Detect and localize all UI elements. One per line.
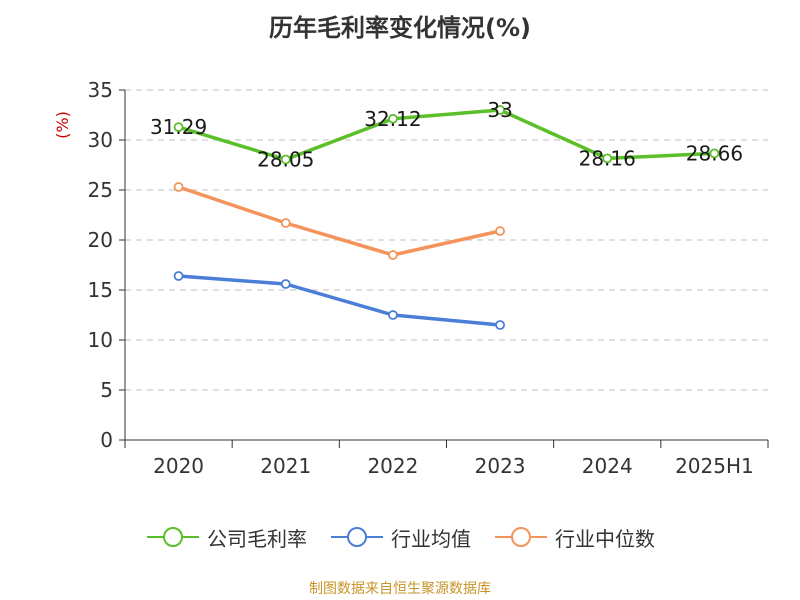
data-label: 32.12 [364, 107, 421, 131]
x-tick-label: 2021 [260, 454, 311, 478]
data-point [280, 279, 291, 289]
data-point [709, 148, 720, 159]
legend-label: 公司毛利率 [207, 526, 307, 551]
legend-item: 行业中位数 [493, 523, 655, 552]
y-tick-label: 25 [88, 178, 113, 202]
series-line [176, 185, 502, 257]
y-tick-label: 30 [88, 128, 113, 152]
y-tick-label: 20 [88, 228, 113, 252]
data-point [280, 154, 291, 165]
legend-swatch [331, 527, 383, 547]
x-tick-label: 2023 [475, 454, 526, 478]
x-tick-label: 2020 [153, 454, 204, 478]
legend-label: 行业均值 [391, 526, 471, 551]
legend-swatch [495, 527, 547, 547]
y-tick-label: 5 [100, 378, 113, 402]
legend-item: 公司毛利率 [145, 523, 307, 552]
data-point [173, 182, 184, 192]
data-label: 28.66 [686, 141, 743, 165]
y-tick-label: 0 [100, 428, 113, 452]
series-line [176, 108, 717, 162]
data-label: 28.16 [579, 146, 636, 170]
data-point [388, 310, 398, 320]
chart-title: 历年毛利率变化情况(%) [269, 14, 531, 42]
data-point [280, 218, 291, 228]
legend: 公司毛利率 行业均值 行业中位数 [145, 522, 677, 552]
grid-lines [125, 89, 768, 391]
source-note: 制图数据来自恒生聚源数据库 [309, 581, 491, 597]
series-line [176, 274, 502, 327]
x-tick-label: 2024 [582, 454, 633, 478]
data-point [173, 122, 184, 132]
data-label: 31.29 [150, 115, 207, 139]
data-point [388, 250, 398, 260]
legend-label: 行业中位数 [555, 526, 655, 551]
data-labels: 31.29 28.05 32.12 33 28.16 28.66 [150, 98, 743, 172]
x-tick-label: 2022 [367, 454, 418, 478]
data-point [495, 320, 505, 330]
data-label: 33 [487, 98, 512, 122]
y-tick-label: 10 [88, 328, 113, 352]
data-label: 28.05 [257, 148, 314, 172]
data-point [495, 226, 505, 236]
data-point [173, 271, 184, 281]
data-point [495, 105, 505, 115]
data-point [602, 153, 613, 164]
y-axis-label: (%) [53, 111, 72, 139]
x-tick-label: 2025H1 [675, 454, 754, 478]
y-tick-label: 15 [88, 278, 113, 302]
y-tick-label: 35 [88, 78, 113, 102]
series-lines [173, 105, 720, 330]
legend-swatch [147, 527, 199, 547]
axes: 0 5 10 15 20 25 30 35 2020 2021 2022 2023 2024 2025H1… [53, 78, 769, 478]
legend-item: 行业均值 [329, 523, 471, 552]
data-point [388, 113, 398, 124]
